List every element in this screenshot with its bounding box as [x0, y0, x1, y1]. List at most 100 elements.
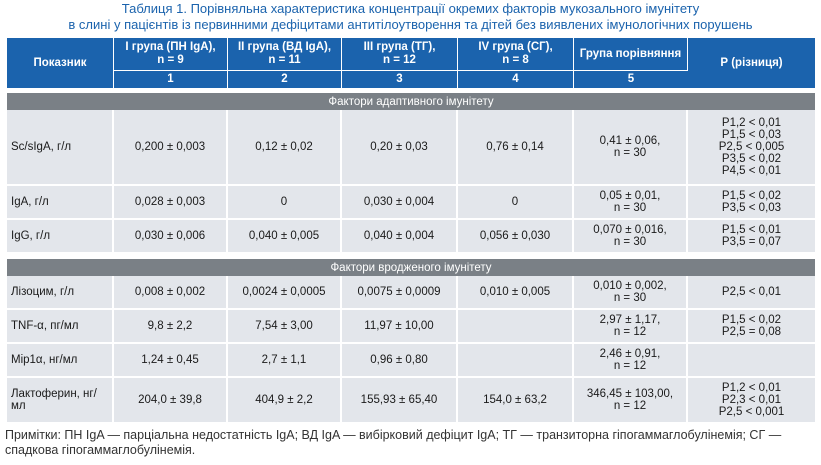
cell-group-1: 0,028 ± 0,003 [114, 186, 228, 220]
cell-p: P1,2 < 0,01 P2,3 < 0,01 P2,5 < 0,001 [688, 378, 815, 424]
cell-group-3: 155,93 ± 65,40 [342, 378, 458, 424]
cell-group-3: 0,030 ± 0,004 [342, 186, 458, 220]
cell-group-1: 1,24 ± 0,45 [114, 344, 228, 378]
cell-group-2: 0,040 ± 0,005 [228, 220, 342, 254]
p-value: P4,5 < 0,01 [721, 165, 782, 177]
p-value: P2,5 = 0,08 [721, 326, 782, 338]
cell-p: P1,2 < 0,01 P1,5 < 0,03 P2,5 < 0,005 P3,5 <… [688, 110, 815, 186]
table-row: Лізоцим, г/л 0,008 ± 0,002 0,0024 ± 0,0005… [7, 276, 815, 310]
cell-group-5-line: n = 12 [613, 360, 647, 372]
cell-p: P1,5 < 0,01 P3,5 = 0,07 [688, 220, 815, 254]
cell-group-5: 0,41 ± 0,06, n = 30 [574, 110, 688, 186]
caption-line-2: в слині у пацієнтів із первинними дефіци… [68, 17, 753, 32]
cell-group-3: 0,040 ± 0,004 [342, 220, 458, 254]
cell-group-2: 7,54 ± 3,00 [228, 310, 342, 344]
cell-group-5-line: 0,41 ± 0,06, [599, 135, 661, 147]
cell-group-5: 0,05 ± 0,01, n = 30 [574, 186, 688, 220]
p-value: P1,2 < 0,01 [721, 382, 782, 394]
p-value: P1,5 < 0,02 [721, 314, 782, 326]
cell-group-1: 0,008 ± 0,002 [114, 276, 228, 310]
cell-group-5-line: 2,97 ± 1,17, [599, 314, 661, 326]
cell-group-5-line: n = 30 [613, 202, 647, 214]
cell-group-1: 9,8 ± 2,2 [114, 310, 228, 344]
cell-group-4: 0,010 ± 0,005 [458, 276, 574, 310]
row-indicator: Лізоцим, г/л [7, 276, 114, 310]
table-row: IgA, г/л 0,028 ± 0,003 0 0,030 ± 0,004 0 0,05… [7, 186, 815, 220]
spacer [7, 88, 815, 93]
row-indicator: Sc/sIgA, г/л [7, 110, 114, 186]
p-value: P3,5 < 0,03 [721, 202, 782, 214]
row-indicator: IgG, г/л [7, 220, 114, 254]
table-body: Фактори адаптивного імунітету Sc/sIgA, г/… [7, 88, 815, 424]
cell-group-5-line: 0,05 ± 0,01, [599, 190, 661, 202]
data-table: Показник I група (ПН IgA), n = 9 II група… [7, 38, 815, 424]
cell-group-3: 0,96 ± 0,80 [342, 344, 458, 378]
table-row: Sc/sIgA, г/л 0,200 ± 0,003 0,12 ± 0,02 0,20… [7, 110, 815, 186]
cell-group-5: 2,46 ± 0,91, n = 12 [574, 344, 688, 378]
cell-group-5-line: n = 30 [613, 292, 647, 304]
p-value: P2,5 < 0,005 [718, 141, 785, 153]
p-value: P1,5 < 0,02 [721, 190, 782, 202]
cell-group-4: 154,0 ± 63,2 [458, 378, 574, 424]
cell-group-5: 346,45 ± 103,00, n = 12 [574, 378, 688, 424]
cell-group-5-line: 2,46 ± 0,91, [599, 348, 661, 360]
header-p: Р (різниця) [688, 38, 815, 88]
table-row: TNF-α, пг/мл 9,8 ± 2,2 7,54 ± 3,00 11,97 ± … [7, 310, 815, 344]
spacer [7, 254, 815, 259]
cell-p: P2,5 < 0,01 [688, 276, 815, 310]
cell-group-5-line: n = 30 [613, 236, 647, 248]
p-value: P1,5 < 0,01 [721, 224, 782, 236]
header-group-4: IV група (СГ), n = 8 [458, 38, 574, 70]
cell-group-5: 2,97 ± 1,17, n = 12 [574, 310, 688, 344]
header-num-5: 5 [574, 70, 688, 88]
row-indicator: IgA, г/л [7, 186, 114, 220]
cell-p: P1,5 < 0,02 P2,5 = 0,08 [688, 310, 815, 344]
header-group-5: Група порівняння [574, 38, 688, 70]
header-num-2: 2 [228, 70, 342, 88]
p-value: P2,5 < 0,001 [718, 406, 785, 418]
p-value: P1,2 < 0,01 [721, 117, 782, 129]
table-caption: Таблиця 1. Порівняльна характеристика ко… [0, 1, 821, 33]
header-num-3: 3 [342, 70, 458, 88]
cell-group-5: 0,010 ± 0,002, n = 30 [574, 276, 688, 310]
cell-group-4: 0,76 ± 0,14 [458, 110, 574, 186]
cell-group-5-line: 0,070 ± 0,016, [593, 224, 667, 236]
table-row: Лактоферин, нг/мл 204,0 ± 39,8 404,9 ± 2,2… [7, 378, 815, 424]
p-value: P3,5 = 0,07 [721, 236, 782, 248]
cell-group-1: 0,030 ± 0,006 [114, 220, 228, 254]
cell-group-1: 0,200 ± 0,003 [114, 110, 228, 186]
cell-group-2: 0 [228, 186, 342, 220]
row-indicator: Mip1α, нг/мл [7, 344, 114, 378]
cell-group-4 [458, 310, 574, 344]
caption-line-1: Таблиця 1. Порівняльна характеристика ко… [121, 1, 700, 16]
cell-group-2: 0,0024 ± 0,0005 [228, 276, 342, 310]
p-value: P2,5 < 0,01 [721, 286, 782, 298]
cell-group-3: 11,97 ± 10,00 [342, 310, 458, 344]
section-title: Фактори вродженого імунітету [7, 259, 815, 276]
cell-group-5-line: n = 12 [613, 326, 647, 338]
header-group-3: III група (ТГ), n = 12 [342, 38, 458, 70]
cell-group-4: 0,056 ± 0,030 [458, 220, 574, 254]
section-title: Фактори адаптивного імунітету [7, 93, 815, 110]
cell-group-3: 0,0075 ± 0,0009 [342, 276, 458, 310]
cell-group-5: 0,070 ± 0,016, n = 30 [574, 220, 688, 254]
p-value: P1,5 < 0,03 [721, 129, 782, 141]
cell-group-4 [458, 344, 574, 378]
row-indicator: TNF-α, пг/мл [7, 310, 114, 344]
header-group-1: I група (ПН IgA), n = 9 [114, 38, 228, 70]
table-note: Примітки: ПН IgA — парціальна недостатні… [5, 428, 782, 457]
cell-group-4: 0 [458, 186, 574, 220]
p-value: P2,3 < 0,01 [721, 394, 782, 406]
row-indicator: Лактоферин, нг/мл [7, 378, 114, 424]
cell-group-2: 2,7 ± 1,1 [228, 344, 342, 378]
header-group-2: II група (ВД IgA), n = 11 [228, 38, 342, 70]
p-value: P3,5 < 0,02 [721, 153, 782, 165]
header-num-1: 1 [114, 70, 228, 88]
header-indicator: Показник [7, 38, 114, 88]
cell-group-2: 404,9 ± 2,2 [228, 378, 342, 424]
cell-group-5-line: n = 30 [613, 147, 647, 159]
cell-group-5-line: 0,010 ± 0,002, [593, 280, 667, 292]
cell-group-3: 0,20 ± 0,03 [342, 110, 458, 186]
table-row: IgG, г/л 0,030 ± 0,006 0,040 ± 0,005 0,040 … [7, 220, 815, 254]
